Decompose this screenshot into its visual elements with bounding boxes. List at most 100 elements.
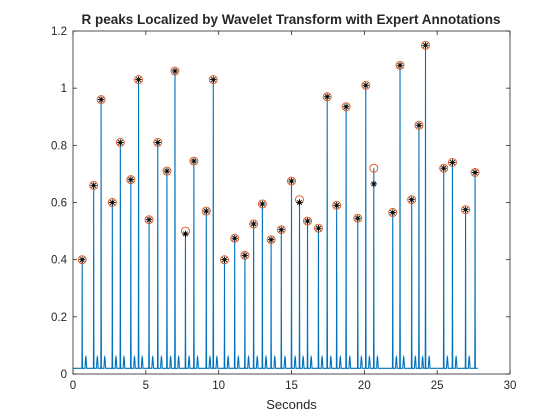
wavelet-peak-marker	[208, 75, 218, 85]
x-tick-label: 10	[212, 380, 225, 392]
x-tick-label: 0	[70, 380, 76, 392]
y-tick-label: 1	[61, 83, 67, 95]
y-tick-label: 0.4	[51, 255, 68, 267]
annotation-peak-marker	[78, 256, 86, 263]
wavelet-peak-marker	[322, 92, 332, 102]
wavelet-peak-marker	[395, 60, 405, 70]
annotation-peak-marker	[90, 182, 97, 189]
annotation-peak-marker	[163, 167, 171, 175]
y-tick-label: 0.2	[51, 312, 67, 324]
wavelet-peak-marker	[220, 255, 229, 265]
x-tick-label: 25	[431, 380, 444, 392]
annotation-peak-marker	[221, 256, 228, 263]
wavelet-peak-marker	[470, 168, 480, 177]
annotation-peak-marker	[190, 157, 198, 165]
chart-title: R peaks Localized by Wavelet Transform w…	[81, 12, 500, 27]
annotation-peak-marker	[288, 177, 295, 185]
annotation-peak-marker	[471, 169, 479, 176]
annotation-peak-marker	[422, 42, 429, 49]
annotation-peak-marker	[278, 226, 285, 233]
annotation-peak-marker	[333, 202, 340, 209]
wavelet-peak-marker	[89, 180, 99, 190]
y-tick-label: 0.8	[51, 140, 67, 152]
annotation-peak-marker	[408, 196, 415, 203]
wavelet-peak-marker	[162, 166, 172, 176]
x-tick-label: 15	[285, 380, 298, 392]
annotation-peak-marker	[241, 252, 249, 259]
wavelet-peak-marker	[439, 163, 449, 173]
annotation-peak-marker	[354, 215, 361, 222]
annotation-peak-marker	[210, 76, 217, 83]
annotation-peak-marker	[145, 216, 153, 223]
wavelet-peak-marker	[332, 200, 342, 210]
annotation-peak-marker	[323, 93, 331, 100]
annotation-peak-marker	[389, 209, 396, 216]
annotation-peak-marker	[117, 139, 124, 146]
wavelet-peak-marker	[170, 66, 180, 76]
annotation-peak-marker	[182, 230, 189, 238]
annotation-peak-marker	[296, 199, 303, 206]
wavelet-peak-marker	[96, 95, 106, 105]
wavelet-peak-marker	[287, 176, 296, 186]
wavelet-peak-marker	[240, 250, 250, 260]
wavelet-peak-marker	[353, 213, 363, 223]
wavelet-peak-marker	[369, 163, 379, 173]
y-tick-label: 0	[61, 369, 67, 381]
wavelet-peak-marker	[153, 138, 163, 147]
y-tick-label: 0.6	[51, 198, 67, 210]
wavelet-peak-marker	[361, 80, 371, 90]
annotation-peak-marker	[415, 122, 423, 129]
wavelet-peak-marker	[266, 235, 276, 245]
wavelet-peak-marker	[230, 233, 240, 243]
annotation-peak-marker	[370, 180, 378, 188]
annotation-peak-marker	[259, 200, 266, 208]
annotation-peak-marker	[315, 225, 322, 232]
annotation-peak-marker	[342, 103, 350, 110]
peak-marker-layer	[77, 40, 480, 265]
annotation-peak-marker	[203, 207, 210, 215]
wavelet-peak-marker	[257, 199, 267, 209]
wavelet-peak-marker	[107, 198, 117, 207]
wavelet-peak-marker	[144, 215, 154, 225]
wavelet-peak-marker	[303, 216, 312, 226]
x-axis-label: Seconds	[266, 397, 317, 412]
annotation-peak-marker	[171, 67, 179, 75]
annotation-peak-marker	[127, 176, 135, 183]
wavelet-peak-marker	[276, 225, 286, 235]
ecg-signal-layer	[73, 45, 478, 369]
annotation-peak-marker	[362, 82, 369, 89]
annotation-peak-marker	[231, 235, 238, 242]
annotation-peak-marker	[396, 62, 404, 69]
wavelet-peak-marker	[461, 205, 471, 215]
wavelet-peak-marker	[201, 206, 211, 216]
wavelet-peak-marker	[313, 223, 323, 233]
annotation-peak-marker	[440, 165, 447, 172]
annotation-peak-marker	[154, 139, 161, 146]
wavelet-peak-marker	[189, 156, 199, 166]
wavelet-peak-marker	[341, 102, 351, 112]
annotation-peak-marker	[462, 206, 469, 213]
annotation-peak-marker	[304, 217, 311, 225]
wavelet-peak-marker	[126, 175, 136, 185]
wavelet-peak-marker	[407, 195, 417, 205]
annotation-peak-marker	[267, 236, 275, 243]
x-tick-label: 30	[504, 380, 517, 392]
wavelet-peak-marker	[388, 208, 398, 217]
annotation-peak-marker	[97, 96, 105, 103]
y-tick-label: 1.2	[51, 26, 67, 38]
wavelet-peak-marker	[115, 138, 125, 147]
wavelet-peak-marker	[77, 255, 87, 265]
annotation-peak-marker	[250, 220, 257, 228]
annotation-peak-marker	[135, 76, 142, 83]
x-axis: 0 5 10 15 20 25 30	[70, 31, 517, 392]
y-axis: 0 0.2 0.4 0.6 0.8 1 1.2	[51, 26, 510, 381]
wavelet-peak-marker	[414, 120, 424, 130]
annotation-peak-marker	[109, 199, 116, 206]
wavelet-peak-marker	[134, 75, 144, 85]
x-tick-label: 5	[143, 380, 149, 392]
wavelet-peak-marker	[448, 158, 457, 167]
wavelet-peak-marker	[249, 219, 259, 229]
x-tick-label: 20	[358, 380, 371, 392]
ecg-signal-line	[73, 45, 478, 369]
